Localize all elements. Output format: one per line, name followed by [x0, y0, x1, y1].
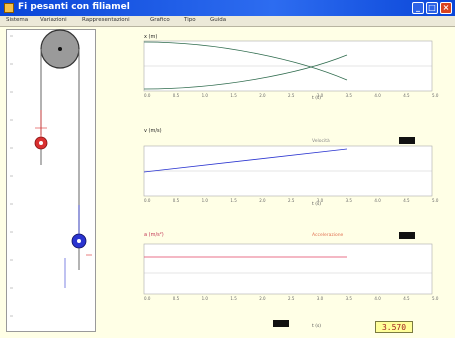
tick-label: 3.5 [346, 93, 353, 98]
time-readout: 3.570 [375, 321, 413, 333]
panel-acceleration-extra: Accelerazione [312, 232, 344, 238]
bottom-toggle[interactable] [273, 320, 289, 327]
tick-label: 1.5 [230, 93, 237, 98]
app-icon [4, 3, 14, 13]
tick-label: 3.5 [346, 198, 353, 203]
tick-label: 2.5 [288, 296, 295, 301]
tick-label: 0.0 [144, 296, 151, 301]
menu-rappresentazioni[interactable]: Rappresentazioni [82, 17, 130, 23]
tick-label: 1.0 [202, 93, 209, 98]
curve-x1 [143, 41, 348, 81]
tick-label: 2.0 [259, 296, 266, 301]
tick-label: 3.0 [317, 93, 324, 98]
close-button[interactable]: × [440, 2, 452, 14]
menu-grafico[interactable]: Grafico [150, 17, 170, 23]
menu-sistema[interactable]: Sistema [6, 17, 29, 23]
tick-label: 3.5 [346, 296, 353, 301]
tick-label: 2.5 [288, 198, 295, 203]
panel-velocity-label: v (m/s) [144, 128, 162, 134]
tick-label: 4.0 [374, 198, 381, 203]
tick-label: 2.0 [259, 93, 266, 98]
curve-velocity [143, 148, 348, 173]
panel-acceleration-label: a (m/s²) [144, 232, 164, 238]
window-title: Fi pesanti con filiamel [18, 2, 130, 12]
tick-label: 3.0 [317, 296, 324, 301]
tick-label: 5.0 [432, 198, 439, 203]
panel-velocity-axis: t (s) [312, 201, 321, 207]
tick-label: 1.5 [230, 296, 237, 301]
tick-label: 0.5 [173, 198, 180, 203]
panel-acceleration-toggle[interactable] [399, 232, 415, 239]
panel-velocity: v (m/s) Velocità t (s) [143, 128, 433, 207]
minimize-button[interactable]: _ [412, 2, 424, 14]
panel-position: x (m) t (s) [143, 34, 433, 101]
menu-tipo[interactable]: Tipo [184, 17, 196, 23]
titlebar: Fi pesanti con filiamel _ □ × [0, 0, 455, 16]
tick-label: 0.0 [144, 198, 151, 203]
panel-position-axis: t (s) [312, 95, 321, 101]
pulley-panel [6, 29, 96, 332]
panel-position-label: x (m) [144, 34, 157, 40]
tick-label: 3.0 [317, 198, 324, 203]
tick-label: 4.0 [374, 93, 381, 98]
tick-label: 1.0 [202, 198, 209, 203]
ruler [10, 35, 13, 317]
tick-label: 0.5 [173, 296, 180, 301]
panel-velocity-toggle[interactable] [399, 137, 415, 144]
tick-label: 1.5 [230, 198, 237, 203]
tick-label: 4.5 [403, 93, 410, 98]
tick-label: 1.0 [202, 296, 209, 301]
tick-label: 5.0 [432, 93, 439, 98]
tick-label: 5.0 [432, 296, 439, 301]
tick-label: 4.0 [374, 296, 381, 301]
tick-label: 0.5 [173, 93, 180, 98]
tick-label: 4.5 [403, 296, 410, 301]
curve-x2 [143, 54, 348, 90]
tick-label: 2.0 [259, 198, 266, 203]
menu-bar: Sistema Variazioni Rappresentazioni Graf… [0, 16, 455, 27]
panel-acceleration: a (m/s²) Accelerazione [143, 232, 433, 295]
maximize-button[interactable]: □ [426, 2, 438, 14]
tick-label: 2.5 [288, 93, 295, 98]
tick-label: 4.5 [403, 198, 410, 203]
mass-1-center [39, 141, 43, 145]
pulley-axle [58, 47, 62, 51]
panel-velocity-extra: Velocità [312, 137, 330, 144]
menu-guida[interactable]: Guida [210, 17, 227, 23]
panel-acceleration-frame [143, 243, 433, 295]
menu-variazioni[interactable]: Variazioni [40, 17, 67, 23]
mass-2-center [77, 239, 81, 243]
bottom-time-label: t (s) [312, 323, 321, 329]
tick-label: 0.0 [144, 93, 151, 98]
